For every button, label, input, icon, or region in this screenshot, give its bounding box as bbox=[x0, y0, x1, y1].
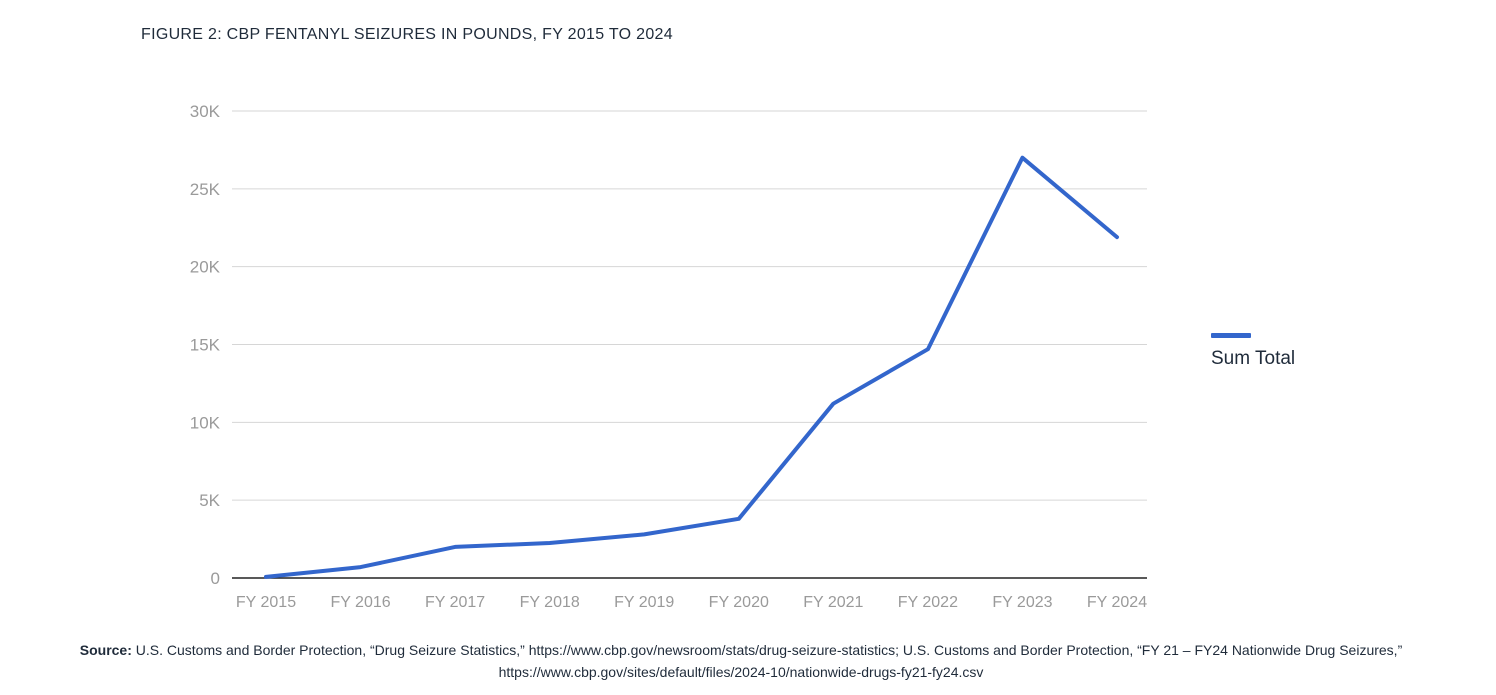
y-tick-label: 20K bbox=[190, 258, 221, 277]
y-tick-label: 10K bbox=[190, 413, 221, 432]
x-tick-label: FY 2019 bbox=[614, 594, 674, 611]
x-tick-label: FY 2018 bbox=[520, 594, 580, 611]
x-axis-ticks: FY 2015 FY 2016 FY 2017 FY 2018 FY 2019 FY 20… bbox=[236, 594, 1147, 611]
legend-swatch-sum-total bbox=[1211, 333, 1251, 338]
series-layer bbox=[264, 155, 1119, 579]
y-tick-label: 25K bbox=[190, 180, 221, 199]
x-tick-label: FY 2015 bbox=[236, 594, 296, 611]
figure-title: FIGURE 2: CBP FENTANYL SEIZURES IN POUND… bbox=[141, 26, 673, 43]
y-tick-label: 15K bbox=[190, 336, 221, 355]
x-tick-label: FY 2016 bbox=[330, 594, 390, 611]
y-axis-ticks: 0 5K 10K 15K 20K 25K 30K bbox=[190, 102, 221, 588]
x-tick-label: FY 2024 bbox=[1087, 594, 1147, 611]
source-note: Source: U.S. Customs and Border Protecti… bbox=[0, 639, 1482, 683]
y-tick-label: 5K bbox=[199, 491, 220, 510]
x-tick-label: FY 2017 bbox=[425, 594, 485, 611]
y-tick-label: 0 bbox=[211, 569, 220, 588]
source-text: U.S. Customs and Border Protection, “Dru… bbox=[135, 642, 1403, 680]
legend: Sum Total bbox=[1211, 333, 1295, 370]
source-label: Source: bbox=[79, 642, 132, 658]
legend-label-sum-total: Sum Total bbox=[1211, 348, 1296, 369]
gridlines bbox=[232, 110, 1147, 501]
x-tick-label: FY 2022 bbox=[898, 594, 958, 611]
x-tick-label: FY 2021 bbox=[803, 594, 863, 611]
series-line-sum-total bbox=[264, 155, 1119, 579]
x-tick-label: FY 2023 bbox=[992, 594, 1052, 611]
x-tick-label: FY 2020 bbox=[709, 594, 769, 611]
y-tick-label: 30K bbox=[190, 102, 221, 121]
